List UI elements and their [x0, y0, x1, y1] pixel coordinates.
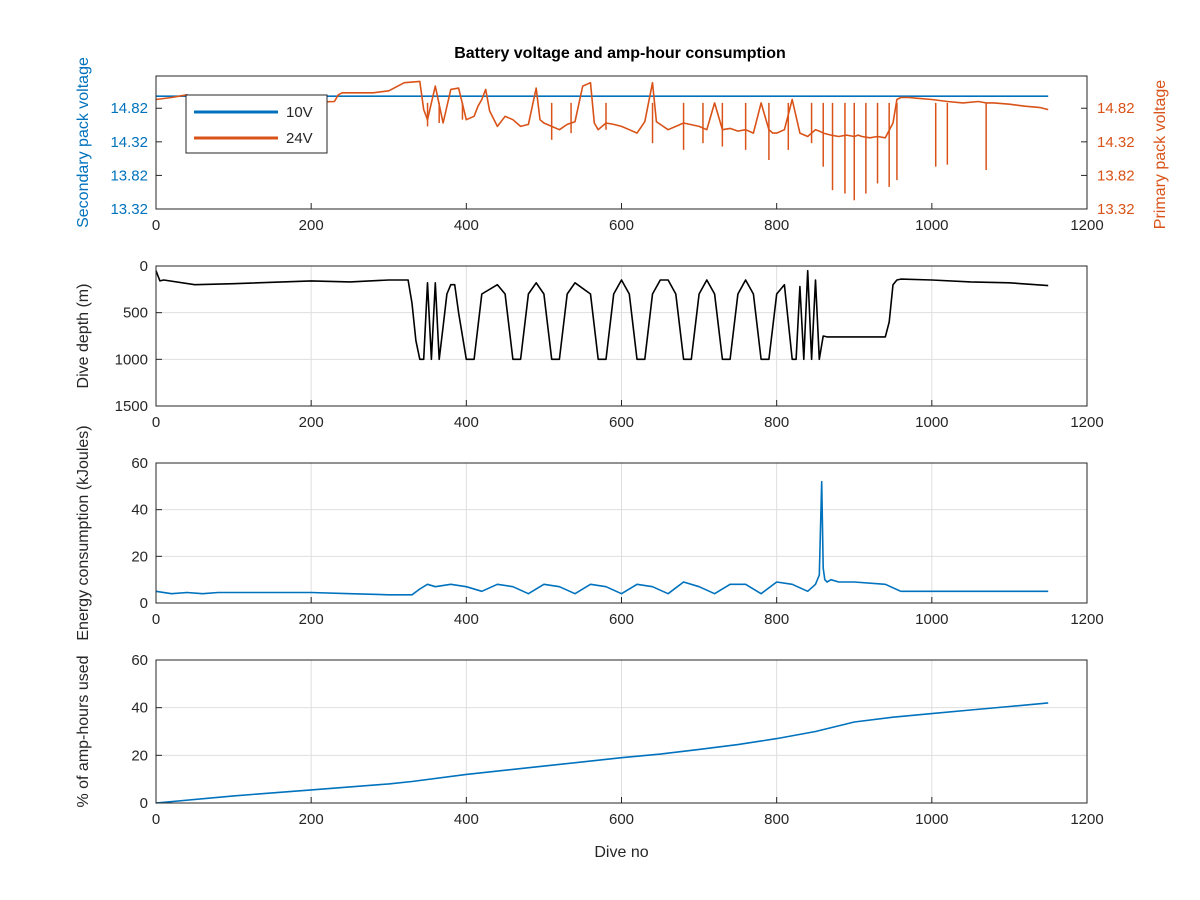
y-right-tick-label: 13.32	[1097, 201, 1135, 218]
y-tick-label: 20	[131, 747, 148, 764]
y-tick-label: 1500	[115, 398, 148, 415]
subplot-2: 0 200 400 600 800 1000 1200 0 500 1000 1500 Dive de…	[75, 258, 1104, 431]
x-axis-label: Dive no	[594, 844, 648, 861]
y-tick-label: 20	[131, 548, 148, 565]
x-tick-label: 400	[454, 217, 479, 234]
subplot-3: 0 200 400 600 800 1000 1200 0 20 40 60 Energy consu…	[75, 425, 1104, 640]
y-tick-label: 40	[131, 502, 148, 519]
x-tick-label: 0	[152, 217, 160, 234]
x-tick-label: 1000	[915, 811, 948, 828]
x-tick-label: 600	[609, 414, 634, 431]
x-tick-label: 1000	[915, 217, 948, 234]
y-tick-label: 500	[123, 305, 148, 322]
subplot-1: 0 200 400 600 800 1000 120013.3213.8214.3214.8…	[75, 57, 1169, 234]
x-tick-label: 1000	[915, 611, 948, 628]
y-tick-label: 1000	[115, 351, 148, 368]
x-tick-label: 400	[454, 414, 479, 431]
x-tick-label: 200	[299, 217, 324, 234]
y-axis-label: Energy consumption (kJoules)	[75, 425, 92, 640]
x-tick-label: 1200	[1070, 217, 1103, 234]
series-line-3	[155, 480, 1049, 596]
x-tick-label: 1200	[1070, 611, 1103, 628]
x-tick-label: 0	[152, 611, 160, 628]
x-tick-label: 200	[299, 811, 324, 828]
x-tick-label: 600	[609, 611, 634, 628]
series-line-4	[155, 702, 1049, 804]
x-tick-label: 400	[454, 611, 479, 628]
y-axis-label: Dive depth (m)	[75, 284, 92, 389]
x-tick-label: 200	[299, 611, 324, 628]
y-tick-label: 40	[131, 700, 148, 717]
x-tick-label: 800	[764, 611, 789, 628]
x-tick-label: 800	[764, 811, 789, 828]
x-tick-label: 0	[152, 811, 160, 828]
y-tick-label: 0	[140, 258, 148, 275]
x-tick-label: 1000	[915, 414, 948, 431]
y-right-tick-label: 14.82	[1097, 100, 1135, 117]
y-tick-label: 14.32	[110, 134, 148, 151]
y-tick-label: 60	[131, 455, 148, 472]
legend-label-24v: 24V	[286, 130, 313, 147]
y-right-tick-label: 13.82	[1097, 167, 1135, 184]
x-tick-label: 800	[764, 217, 789, 234]
y-axis-label: Secondary pack voltage	[75, 57, 92, 228]
y-tick-label: 60	[131, 652, 148, 669]
y-axis-label: % of amp-hours used	[75, 655, 92, 807]
x-tick-label: 600	[609, 811, 634, 828]
y-tick-label: 0	[140, 595, 148, 612]
x-tick-label: 1200	[1070, 811, 1103, 828]
y-tick-label: 13.82	[110, 167, 148, 184]
series-line-2	[155, 269, 1049, 361]
x-tick-label: 400	[454, 811, 479, 828]
legend: 10V 24V	[185, 94, 328, 154]
y-tick-label: 14.82	[110, 100, 148, 117]
figure-title: Battery voltage and amp-hour consumption	[454, 45, 786, 62]
x-tick-label: 600	[609, 217, 634, 234]
subplot-4: 0 200 400 600 800 1000 1200 0 20 40 60 % of amp-hou…	[75, 652, 1104, 861]
y-tick-label: 13.32	[110, 201, 148, 218]
y-right-tick-label: 14.32	[1097, 134, 1135, 151]
x-tick-label: 200	[299, 414, 324, 431]
y-tick-label: 0	[140, 795, 148, 812]
legend-label-10v: 10V	[286, 104, 313, 121]
y-right-axis-label: Primary pack voltage	[1152, 80, 1169, 229]
legend-box	[185, 94, 328, 154]
x-tick-label: 0	[152, 414, 160, 431]
x-tick-label: 1200	[1070, 414, 1103, 431]
x-tick-label: 800	[764, 414, 789, 431]
